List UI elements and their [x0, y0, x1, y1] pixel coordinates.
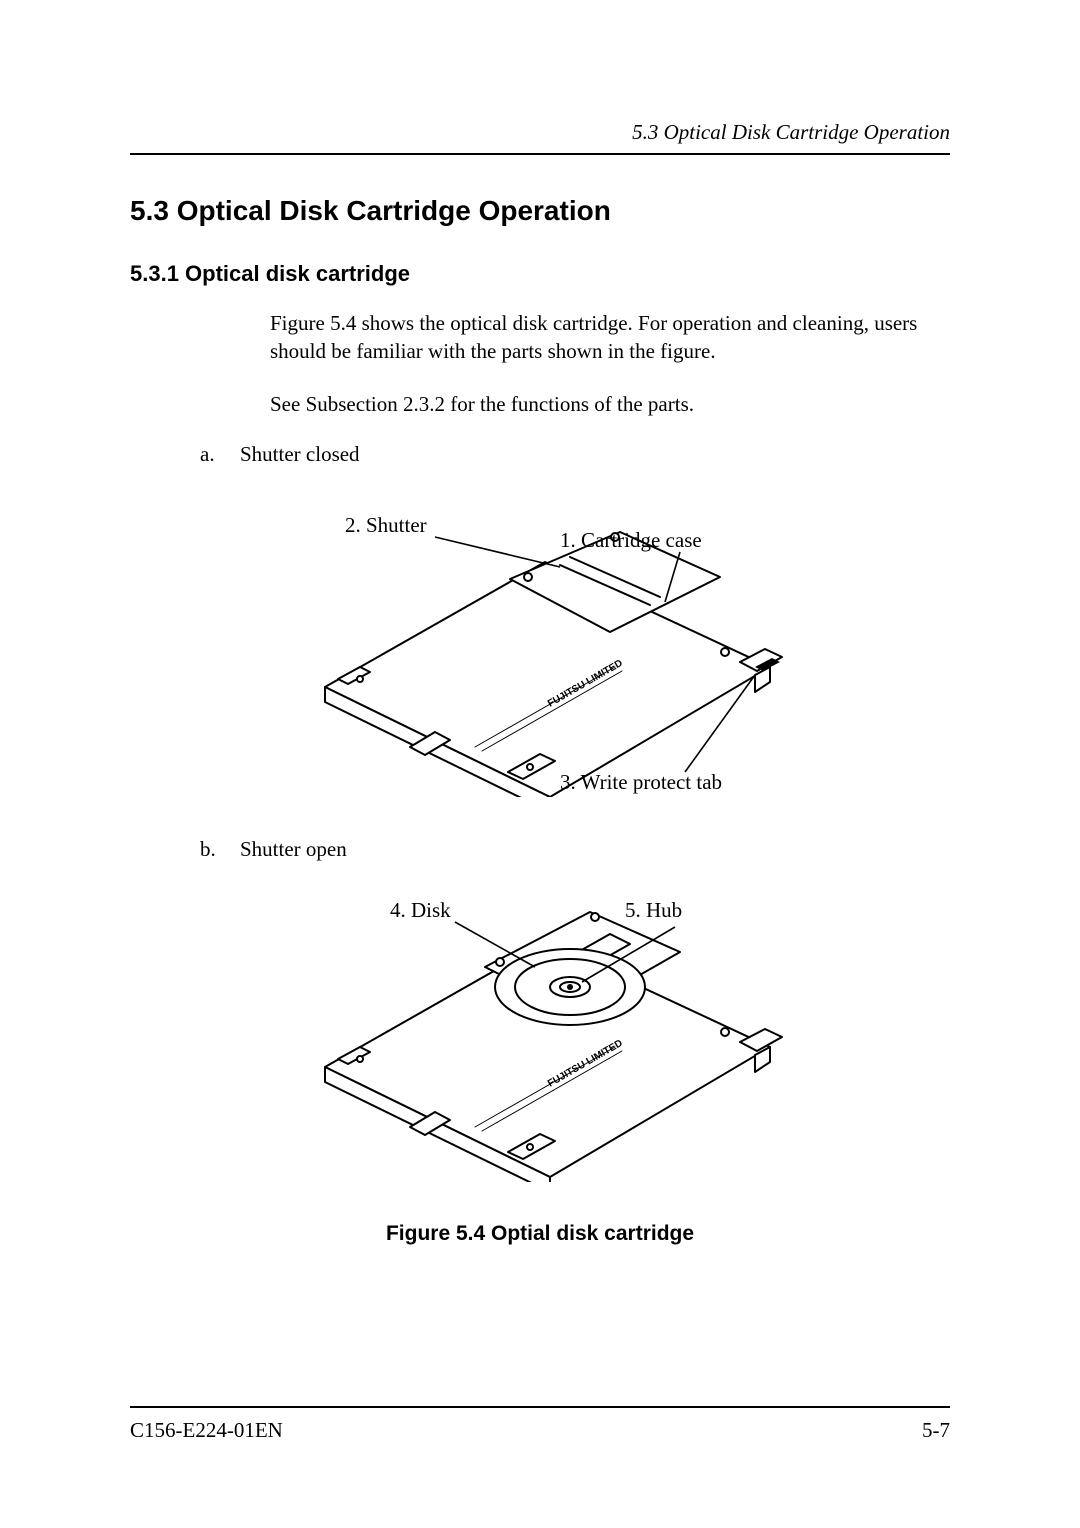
list-marker-a: a. [200, 442, 240, 467]
page-footer: C156-E224-01EN 5-7 [130, 1406, 950, 1443]
label-disk: 4. Disk [390, 898, 451, 922]
list-marker-b: b. [200, 837, 240, 862]
label-hub: 5. Hub [625, 898, 682, 922]
list-text-a: Shutter closed [240, 442, 360, 467]
subsection-heading: 5.3.1 Optical disk cartridge [130, 261, 950, 287]
list-item-b: b. Shutter open [200, 837, 950, 862]
section-heading: 5.3 Optical Disk Cartridge Operation [130, 195, 950, 227]
header-rule [130, 153, 950, 155]
figure-b-wrap: FUJITSU LIMITED 4. Disk 5. Hub [130, 892, 950, 1182]
figure-caption: Figure 5.4 Optial disk cartridge [130, 1222, 950, 1246]
list-item-a: a. Shutter closed [200, 442, 950, 467]
page: 5.3 Optical Disk Cartridge Operation 5.3… [0, 0, 1080, 1528]
paragraph-2: See Subsection 2.3.2 for the functions o… [270, 390, 940, 418]
figure-b-svg: FUJITSU LIMITED 4. Disk 5. Hub [260, 892, 820, 1182]
footer-left: C156-E224-01EN [130, 1418, 283, 1443]
footer-right: 5-7 [922, 1418, 950, 1443]
running-head: 5.3 Optical Disk Cartridge Operation [130, 120, 950, 145]
figure-a-wrap: FUJITSU LIMITED 2. Shutter 1. Cartridge … [130, 497, 950, 797]
figure-a-svg: FUJITSU LIMITED 2. Shutter 1. Cartridge … [260, 497, 820, 797]
paragraph-1: Figure 5.4 shows the optical disk cartri… [270, 309, 940, 366]
label-tab: 3. Write protect tab [560, 770, 722, 794]
footer-rule [130, 1406, 950, 1408]
body-block: Figure 5.4 shows the optical disk cartri… [270, 309, 940, 418]
label-case: 1. Cartridge case [560, 528, 702, 552]
list-text-b: Shutter open [240, 837, 347, 862]
label-shutter: 2. Shutter [345, 513, 427, 537]
